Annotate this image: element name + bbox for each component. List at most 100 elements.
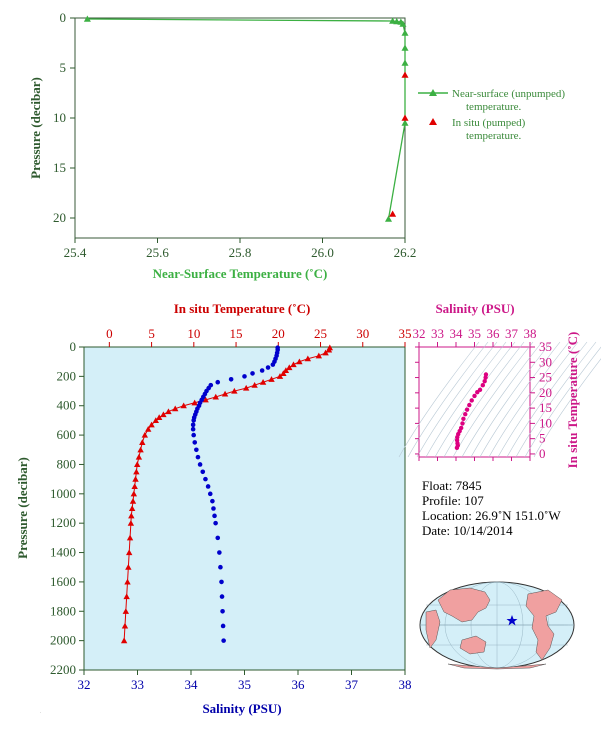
legend-marker-unpumped <box>429 89 437 96</box>
legend-label-unpumped-1: Near-surface (unpumped) <box>452 88 565 100</box>
profile-temp-tick-label: 35 <box>399 326 412 341</box>
temperature-point <box>191 399 198 406</box>
temperature-point <box>124 578 131 585</box>
temperature-point <box>212 393 219 400</box>
temperature-point <box>286 364 293 371</box>
ts-y-tick-label: 15 <box>539 400 552 415</box>
density-contour <box>533 358 601 458</box>
profile-pressure-tick-label: 600 <box>57 427 77 442</box>
near-surface-x-tick-label: 26.0 <box>311 245 334 260</box>
near-surface-unpumped-point <box>389 17 397 24</box>
map-land-asia <box>437 587 491 623</box>
ts-x-tick-label: 35 <box>468 326 481 341</box>
profile-pressure-tick-label: 800 <box>57 456 77 471</box>
temperature-point <box>125 549 133 556</box>
temperature-point <box>139 439 146 445</box>
salinity-point <box>265 365 271 370</box>
temperature-point <box>259 379 267 385</box>
near-surface-unpumped-point <box>83 15 91 22</box>
near-surface-unpumped-point <box>401 44 409 51</box>
temperature-point <box>282 367 290 374</box>
profile-salinity-tick-label: 33 <box>131 677 144 692</box>
temperature-point <box>280 370 287 376</box>
density-contour <box>497 341 579 458</box>
near-surface-y-axis-label: Pressure (decibar) <box>28 77 43 179</box>
salinity-point <box>197 462 203 467</box>
temperature-point <box>202 396 209 403</box>
temperature-point <box>128 512 135 519</box>
profile-bottom-axis-label: Salinity (PSU) <box>202 701 281 716</box>
density-contour <box>461 341 543 458</box>
temperature-point <box>148 421 155 428</box>
profile-salinity-tick-label: 35 <box>238 677 251 692</box>
profile-pressure-tick-label: 200 <box>57 368 77 383</box>
temperature-point <box>127 519 135 526</box>
temperature-point <box>251 381 258 388</box>
near-surface-unpumped-point <box>393 18 401 25</box>
salinity-point <box>220 608 225 614</box>
profile-temp-tick-label: 30 <box>356 326 369 341</box>
legend-marker-pumped <box>429 118 437 125</box>
map-land-africa <box>425 609 441 649</box>
profile-plot-area <box>83 346 406 671</box>
near-surface-y-tick-label: 10 <box>53 110 66 125</box>
ts-y-tick-label: 20 <box>539 385 552 400</box>
near-surface-x-tick-label: 26.2 <box>394 245 417 260</box>
temperature-point <box>120 637 128 644</box>
temperature-point <box>128 505 136 512</box>
profile-salinity-tick-label: 34 <box>185 677 199 692</box>
profile-salinity-tick-label: 37 <box>345 677 359 692</box>
salinity-point <box>217 550 222 555</box>
info-location: Location: 26.9˚N 151.0˚W <box>422 508 561 523</box>
ts-y-tick-label: 5 <box>539 431 546 446</box>
temperature-point <box>231 387 238 394</box>
profile-y-axis-label: Pressure (decibar) <box>15 457 30 559</box>
profile-temp-tick-label: 5 <box>148 326 155 341</box>
map-land-australia <box>459 635 487 655</box>
info-float: Float: 7845 <box>422 478 482 493</box>
temperature-point <box>172 405 179 412</box>
ts-point <box>460 421 465 426</box>
temperature-point <box>129 497 137 504</box>
near-surface-unpumped-point <box>401 59 409 66</box>
density-contour <box>425 341 507 458</box>
ts-x-tick-label: 38 <box>524 326 537 341</box>
salinity-point <box>212 513 217 519</box>
legend-label-pumped-2: temperature. <box>466 130 522 142</box>
ts-y-axis-label: In situ Temperature (˚C) <box>565 332 580 469</box>
temperature-point <box>135 453 143 460</box>
salinity-point <box>211 506 216 511</box>
density-contour <box>416 341 498 458</box>
density-contour <box>515 341 597 458</box>
density-contour <box>479 341 561 458</box>
density-contour <box>407 341 489 458</box>
salinity-point <box>192 440 198 445</box>
salinity-point <box>203 476 208 482</box>
near-surface-unpumped-point <box>399 20 407 27</box>
salinity-point <box>200 469 206 475</box>
ts-point <box>477 387 483 392</box>
salinity-point <box>259 368 265 373</box>
profile-temp-tick-label: 20 <box>272 326 285 341</box>
profile-pressure-tick-label: 1600 <box>50 574 76 589</box>
ts-point <box>458 425 464 431</box>
salinity-point <box>219 594 225 599</box>
density-contour <box>524 346 601 458</box>
salinity-point <box>270 362 276 367</box>
profile-chart: 0 5 10 15 20 25 30 35 32 33 34 35 36 37 38 0 200 400 600 80… <box>15 301 412 716</box>
near-surface-chart: 25.4 25.6 25.8 26.0 26.2 0 5 10 15 20 Near-Surfac… <box>28 10 565 281</box>
salinity-point <box>207 491 213 497</box>
near-surface-x-tick-label: 25.4 <box>64 245 87 260</box>
near-surface-y-tick-label: 5 <box>60 60 67 75</box>
salinity-point <box>242 374 247 379</box>
ts-x-tick-label: 33 <box>431 326 444 341</box>
ts-x-tick-label: 36 <box>487 326 501 341</box>
map-land-americas <box>525 589 563 661</box>
temperature-point <box>121 622 129 629</box>
profile-salinity-tick-label: 38 <box>399 677 412 692</box>
ts-y-tick-label: 10 <box>539 415 552 430</box>
ts-point <box>464 407 470 412</box>
near-surface-y-tick-label: 15 <box>53 160 66 175</box>
float-location-marker <box>506 615 518 626</box>
